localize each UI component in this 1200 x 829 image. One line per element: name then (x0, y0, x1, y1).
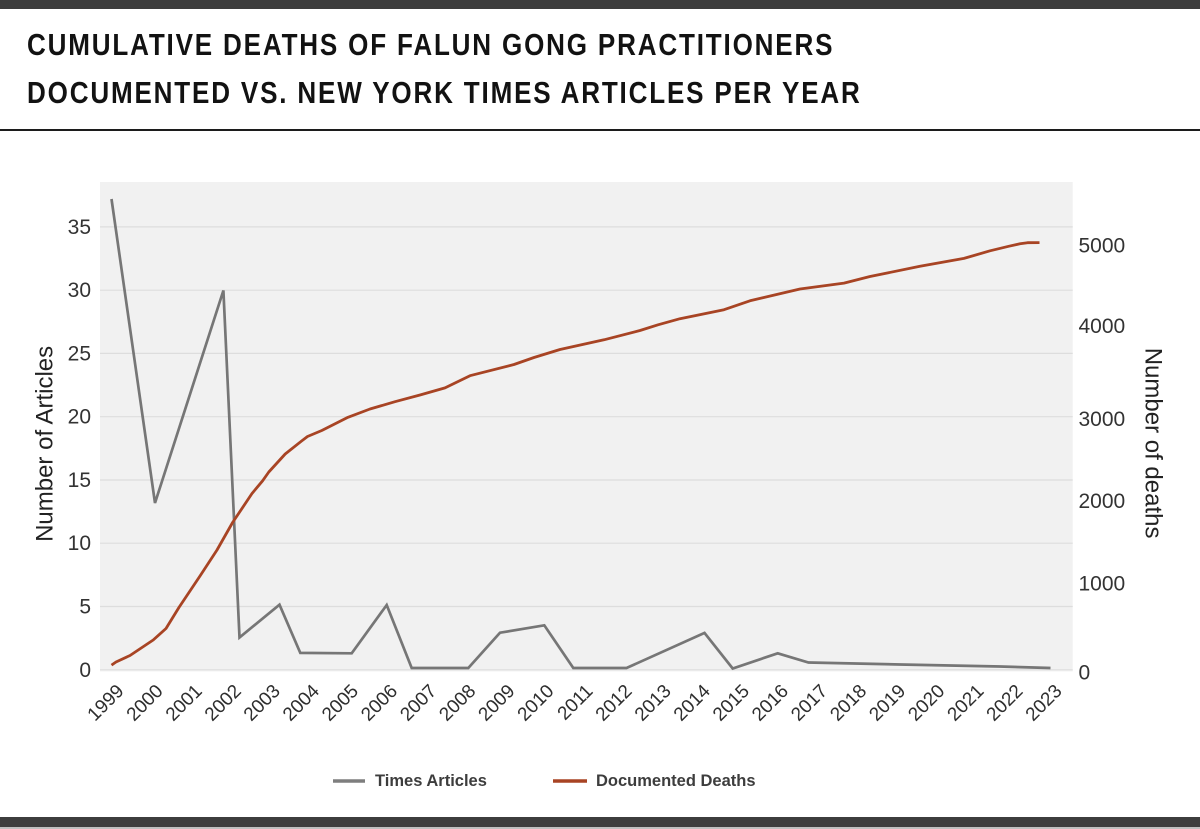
svg-text:2009: 2009 (475, 681, 520, 726)
svg-text:2000: 2000 (123, 681, 168, 726)
svg-text:2012: 2012 (592, 681, 637, 726)
svg-text:1999: 1999 (84, 681, 129, 726)
svg-text:Documented Deaths: Documented Deaths (596, 772, 756, 790)
svg-text:Number of deaths: Number of deaths (1139, 348, 1166, 539)
svg-text:2004: 2004 (279, 680, 324, 725)
svg-text:2019: 2019 (865, 681, 910, 726)
svg-text:2003: 2003 (240, 681, 285, 726)
svg-text:2016: 2016 (748, 681, 793, 726)
svg-text:2005: 2005 (318, 681, 363, 726)
svg-text:2000: 2000 (1079, 490, 1126, 513)
svg-text:5: 5 (79, 596, 91, 619)
svg-text:1000: 1000 (1079, 573, 1126, 596)
svg-text:2017: 2017 (787, 681, 832, 726)
svg-text:Times Articles: Times Articles (375, 772, 487, 790)
svg-text:30: 30 (68, 279, 91, 302)
svg-text:35: 35 (68, 216, 91, 239)
svg-text:2002: 2002 (201, 681, 246, 726)
svg-text:2023: 2023 (1022, 681, 1067, 726)
svg-text:0: 0 (79, 659, 91, 682)
svg-text:2006: 2006 (357, 681, 402, 726)
svg-text:2014: 2014 (670, 680, 715, 725)
svg-text:2021: 2021 (944, 681, 989, 726)
svg-text:3000: 3000 (1079, 408, 1126, 431)
svg-text:2011: 2011 (554, 681, 598, 725)
svg-text:2007: 2007 (396, 681, 441, 726)
svg-text:10: 10 (68, 532, 91, 555)
svg-text:2015: 2015 (709, 681, 754, 726)
svg-text:2018: 2018 (826, 681, 871, 726)
svg-text:2008: 2008 (435, 681, 480, 726)
svg-text:20: 20 (68, 406, 91, 429)
svg-text:2001: 2001 (162, 681, 207, 726)
svg-text:0: 0 (1079, 661, 1091, 684)
svg-text:15: 15 (68, 469, 91, 492)
svg-text:2013: 2013 (631, 681, 676, 726)
svg-text:2010: 2010 (514, 681, 559, 726)
svg-text:2022: 2022 (983, 681, 1028, 726)
svg-text:25: 25 (68, 342, 91, 365)
svg-text:2020: 2020 (904, 681, 949, 726)
svg-text:Number of Articles: Number of Articles (32, 346, 59, 542)
svg-text:5000: 5000 (1079, 235, 1126, 258)
svg-text:4000: 4000 (1079, 315, 1126, 338)
